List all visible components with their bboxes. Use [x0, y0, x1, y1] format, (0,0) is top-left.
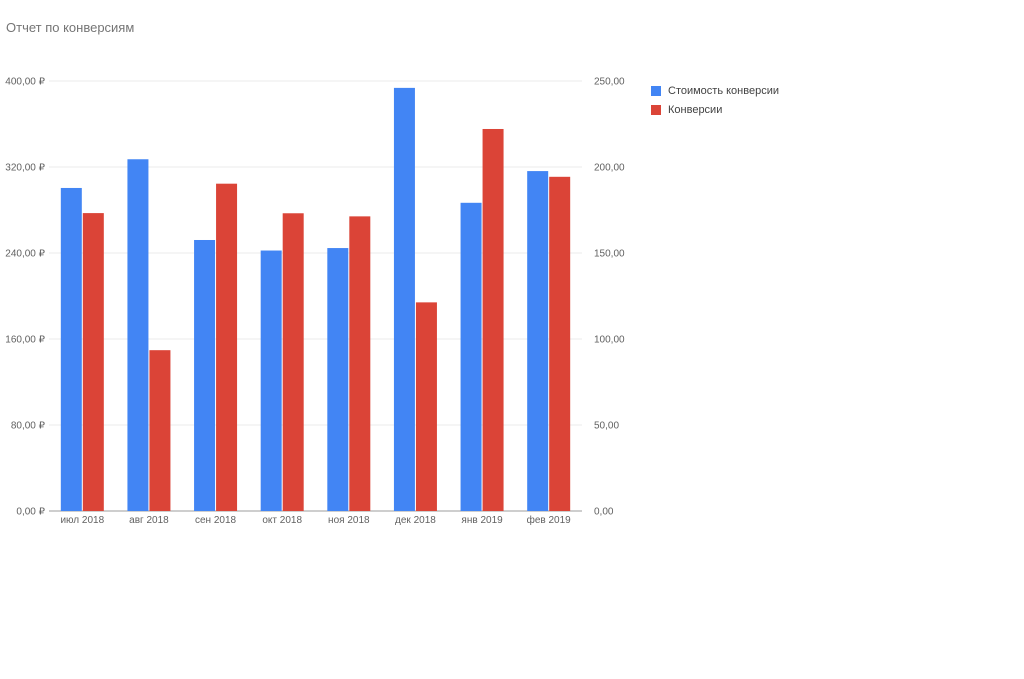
bar-conversions[interactable] — [482, 128, 504, 511]
legend-item-conversions[interactable]: Конверсии — [651, 100, 779, 119]
legend: Стоимость конверсии Конверсии — [651, 81, 779, 119]
bar-cost[interactable] — [60, 187, 82, 511]
legend-label-cost: Стоимость конверсии — [668, 84, 779, 97]
bar-cost[interactable] — [260, 250, 282, 511]
y-left-tick-label: 0,00 ₽ — [16, 507, 45, 518]
x-tick-label: ноя 2018 — [328, 515, 370, 526]
bar-conversions[interactable] — [415, 302, 437, 511]
chart-title: Отчет по конверсиям — [6, 20, 135, 35]
y-right-tick-label: 200,00 — [594, 163, 625, 174]
bar-cost[interactable] — [127, 159, 149, 511]
y-right-tick-label: 150,00 — [594, 249, 625, 260]
bar-cost[interactable] — [194, 239, 216, 511]
y-left-tick-label: 160,00 ₽ — [5, 335, 45, 346]
y-right-tick-label: 50,00 — [594, 421, 619, 432]
bar-cost[interactable] — [327, 248, 349, 511]
x-tick-label: янв 2019 — [461, 515, 503, 526]
bar-conversions[interactable] — [149, 350, 171, 511]
legend-swatch-cost — [651, 85, 661, 96]
y-right-tick-label: 250,00 — [594, 77, 625, 88]
axes: 0,00 ₽ 0,00 80,00 ₽ 50,00 160,00 ₽ 100,00 240,… — [5, 77, 625, 527]
y-right-tick-label: 0,00 — [594, 507, 614, 518]
y-left-tick-label: 400,00 ₽ — [5, 77, 45, 88]
legend-item-cost[interactable]: Стоимость конверсии — [651, 81, 779, 100]
bar-cost[interactable] — [393, 87, 415, 511]
x-tick-label: дек 2018 — [395, 515, 436, 526]
y-right-tick-label: 100,00 — [594, 335, 625, 346]
legend-swatch-conversions — [651, 104, 661, 115]
bar-conversions[interactable] — [282, 213, 304, 511]
x-tick-label: сен 2018 — [195, 515, 237, 526]
legend-label-conversions: Конверсии — [668, 103, 723, 116]
x-tick-label: авг 2018 — [129, 515, 169, 526]
y-left-tick-label: 320,00 ₽ — [5, 163, 45, 174]
x-tick-label: фев 2019 — [527, 514, 572, 526]
bar-conversions[interactable] — [216, 183, 238, 511]
bar-cost[interactable] — [527, 171, 549, 511]
bars — [60, 87, 571, 512]
bar-cost[interactable] — [460, 202, 482, 512]
y-left-tick-label: 240,00 ₽ — [5, 249, 45, 260]
bar-conversions[interactable] — [349, 216, 371, 511]
x-tick-label: июл 2018 — [60, 515, 104, 526]
x-tick-label: окт 2018 — [262, 515, 302, 526]
y-left-tick-label: 80,00 ₽ — [11, 421, 46, 432]
bar-conversions[interactable] — [549, 176, 571, 511]
bar-conversions[interactable] — [82, 213, 104, 511]
